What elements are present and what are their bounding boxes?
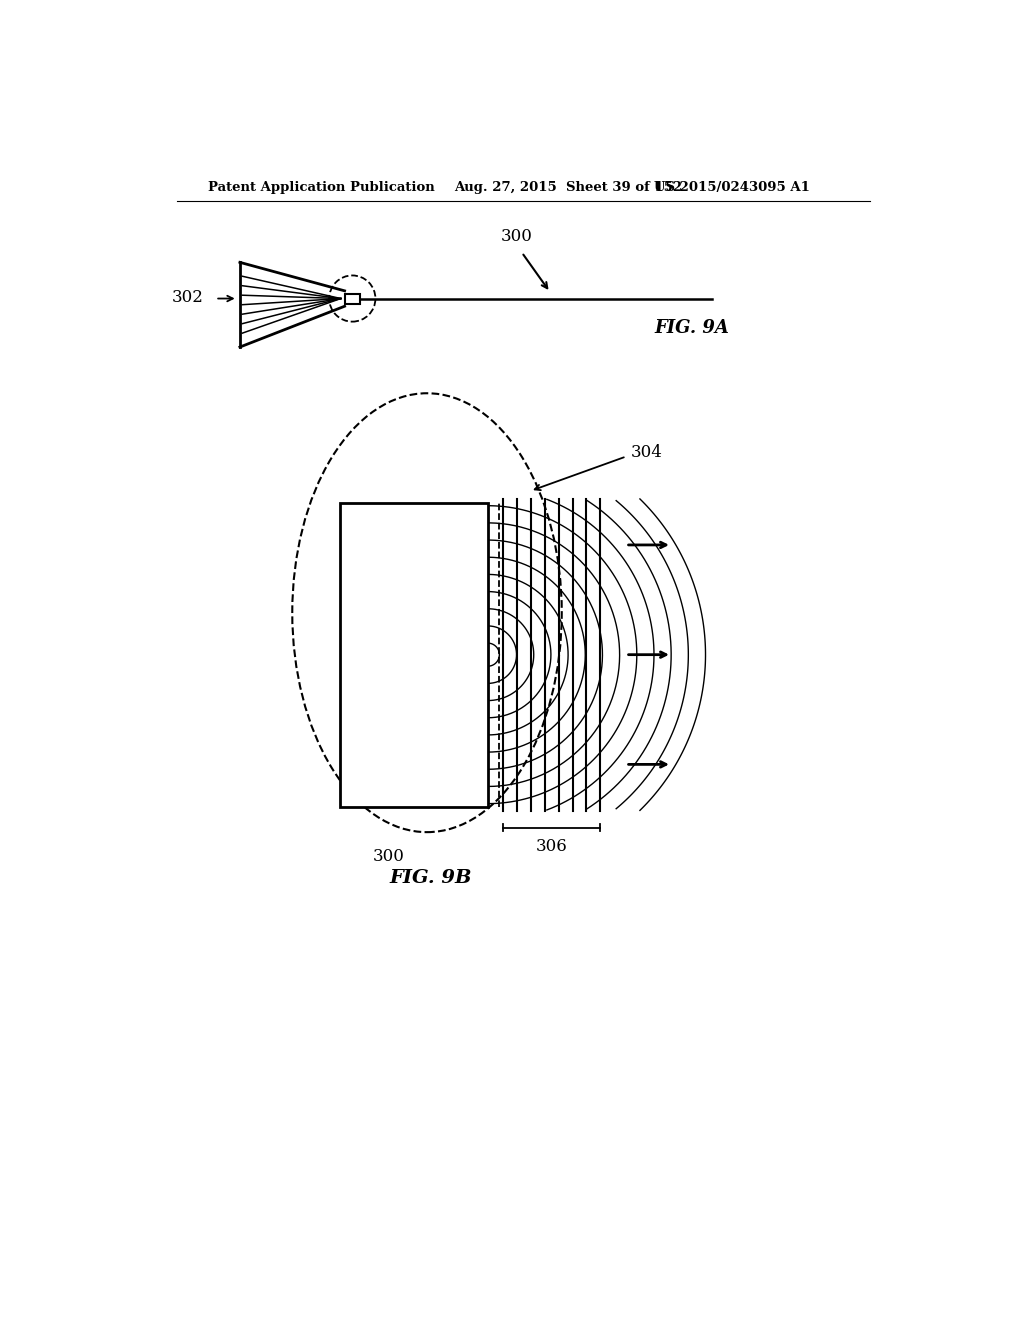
- Text: FIG. 9A: FIG. 9A: [654, 319, 729, 337]
- Bar: [340, 503, 487, 807]
- Text: Aug. 27, 2015  Sheet 39 of 152: Aug. 27, 2015 Sheet 39 of 152: [454, 181, 682, 194]
- Text: 304: 304: [631, 444, 663, 461]
- Text: 300: 300: [501, 227, 534, 244]
- Text: FIG. 9B: FIG. 9B: [389, 870, 472, 887]
- Text: 302: 302: [172, 289, 204, 305]
- Text: Patent Application Publication: Patent Application Publication: [208, 181, 434, 194]
- Text: 306: 306: [536, 838, 567, 854]
- Bar: [345, 293, 360, 304]
- Text: 300: 300: [373, 847, 404, 865]
- Text: US 2015/0243095 A1: US 2015/0243095 A1: [654, 181, 810, 194]
